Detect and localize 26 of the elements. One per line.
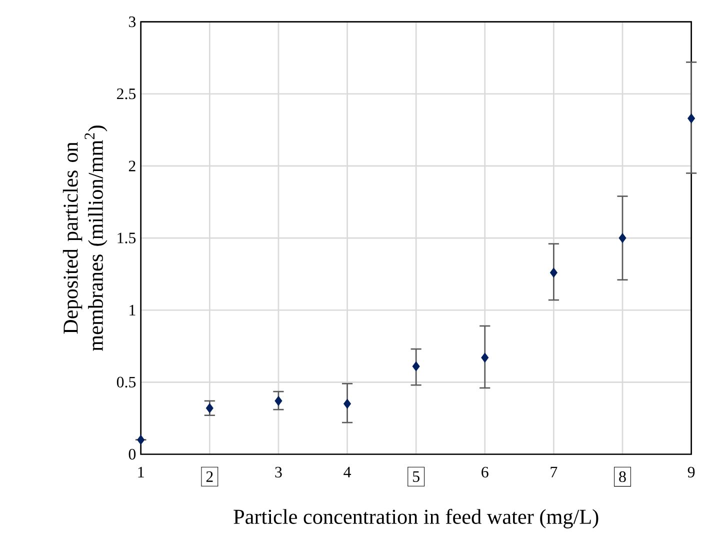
- point: [206, 403, 214, 414]
- x-tick-label: 6: [482, 467, 488, 478]
- point: [550, 268, 558, 278]
- x-tick-label: 4: [344, 467, 351, 478]
- x-tick-label: 1: [138, 467, 144, 478]
- y-tick-label: 2: [128, 160, 136, 172]
- x-tick-label: 3: [275, 467, 282, 478]
- point: [137, 435, 145, 445]
- point: [481, 353, 489, 363]
- point: [618, 233, 626, 244]
- y-tick-label: 0.5: [116, 377, 136, 388]
- x-tick-label: 9: [688, 467, 695, 478]
- point: [412, 362, 420, 372]
- y-tick-label: 2.5: [117, 88, 136, 100]
- y-tick-label: 3: [129, 16, 136, 28]
- y-tick-label: 1.5: [118, 232, 136, 244]
- x-axis-title: Particle concentration in feed water (mg/L): [234, 509, 598, 529]
- x-tick-label: 2: [206, 472, 213, 482]
- x-tick-label: 8: [619, 472, 626, 482]
- y-tick-label: 1: [130, 305, 136, 316]
- y-tick-label: 0: [128, 449, 136, 460]
- point: [344, 399, 352, 409]
- x-tick-label: 7: [550, 467, 558, 478]
- x-tick-label: 5: [413, 472, 420, 482]
- point: [274, 396, 282, 406]
- y-axis-title: Deposited particles on membranes (million/mm$^{2}$): [62, 126, 108, 352]
